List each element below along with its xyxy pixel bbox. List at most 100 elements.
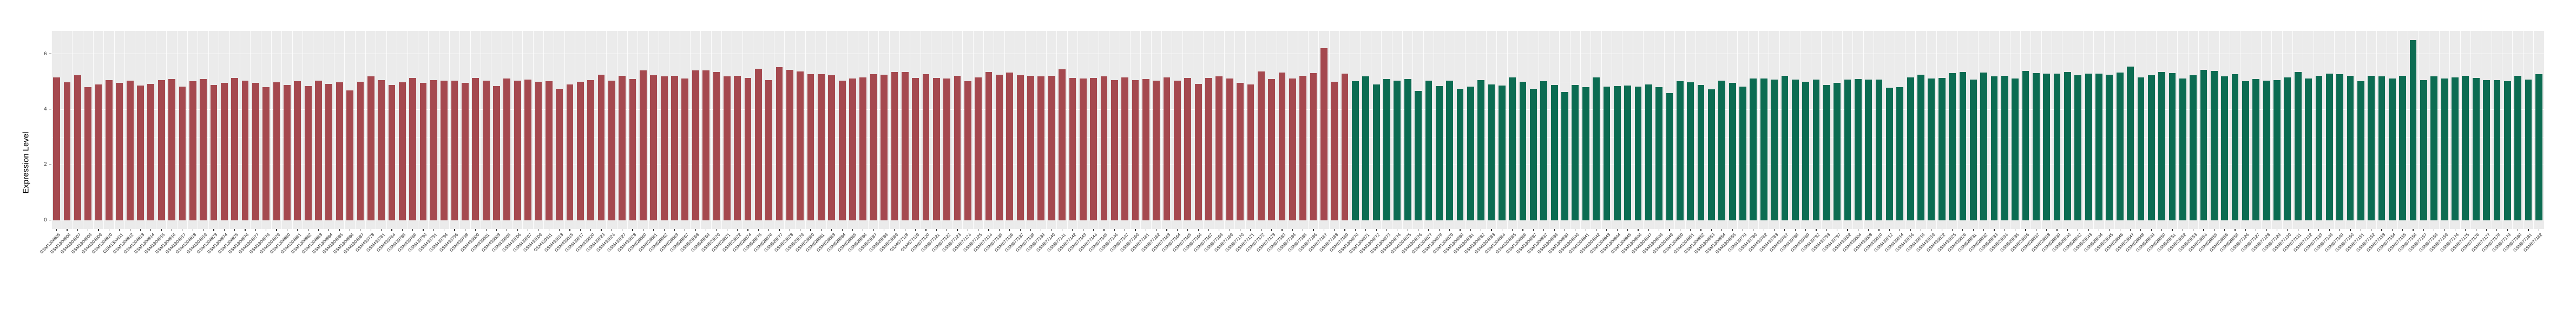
- gridline-vertical: [459, 31, 461, 229]
- x-tick-mark: [2402, 229, 2403, 231]
- bar-GSM439810: [1875, 80, 1883, 220]
- x-tick-mark: [2496, 229, 2498, 231]
- bar-GSM439793: [1823, 84, 1830, 220]
- gridline-vertical: [2365, 31, 2367, 229]
- bar-GSM1304938: [1550, 85, 1558, 220]
- bar-GSM1304909: [95, 84, 102, 220]
- bar-GSM439783: [1771, 79, 1778, 220]
- x-tick-mark: [1093, 229, 1094, 231]
- bar-GSM528863: [671, 75, 678, 220]
- x-tick-mark: [224, 229, 225, 231]
- x-tick-mark: [674, 229, 675, 231]
- x-tick-mark: [318, 229, 319, 231]
- bar-GSM528874: [744, 77, 752, 220]
- bar-GSM528834: [2001, 75, 2008, 220]
- gridline-vertical: [2082, 31, 2084, 229]
- x-tick-mark: [391, 229, 392, 231]
- gridline-vertical: [972, 31, 974, 229]
- x-tick-mark: [1271, 229, 1272, 231]
- bar-GSM1304880: [1456, 89, 1464, 220]
- bar-GSM528839: [2053, 73, 2061, 220]
- gridline-vertical: [1999, 31, 2000, 229]
- x-tick-mark: [569, 229, 570, 231]
- x-tick-mark: [1910, 229, 1911, 231]
- bar-GSM1304940: [1572, 85, 1579, 220]
- x-tick-mark: [2287, 229, 2288, 231]
- bar-GSM439827: [619, 75, 626, 220]
- x-tick-mark: [747, 229, 748, 231]
- gridline-vertical: [2198, 31, 2199, 229]
- x-tick-mark: [1847, 229, 1848, 231]
- x-tick-mark: [1522, 229, 1523, 231]
- gridline-vertical: [1182, 31, 1183, 229]
- bar-GSM1304915: [157, 80, 165, 220]
- bar-GSM439786: [409, 78, 417, 220]
- x-tick-mark: [663, 229, 665, 231]
- x-tick-mark: [2109, 229, 2110, 231]
- gridline-vertical: [1507, 31, 1508, 229]
- bar-GSM1304884: [1498, 86, 1506, 220]
- bar-GSM1304885: [1509, 77, 1516, 220]
- gridline-vertical: [2219, 31, 2220, 229]
- bar-GSM677134: [985, 71, 993, 220]
- x-tick-mark: [485, 229, 487, 231]
- bar-GSM439803: [493, 86, 500, 220]
- x-tick-mark: [1020, 229, 1021, 231]
- gridline-vertical: [2282, 31, 2283, 229]
- x-tick-mark: [1365, 229, 1366, 231]
- bar-GSM1304953: [1708, 89, 1715, 220]
- bar-GSM439778: [367, 76, 374, 220]
- bar-GSM528848: [2137, 77, 2145, 220]
- gridline-vertical: [1245, 31, 1246, 229]
- gridline-vertical: [1025, 31, 1026, 229]
- bar-GSM439825: [1949, 73, 1956, 220]
- gridline-vertical: [51, 31, 52, 229]
- x-tick-mark: [580, 229, 581, 231]
- bar-GSM439796: [451, 80, 458, 220]
- bar-GSM1304907: [74, 75, 81, 220]
- gridline-vertical: [2177, 31, 2178, 229]
- x-tick-mark: [1292, 229, 1293, 231]
- bar-GSM439797: [1834, 82, 1841, 220]
- x-tick-mark: [998, 229, 1000, 231]
- gridline-vertical: [1486, 31, 1487, 229]
- gridline-vertical: [176, 31, 178, 229]
- bar-GSM1304974: [220, 83, 228, 220]
- x-tick-mark: [653, 229, 654, 231]
- x-tick-mark: [2381, 229, 2382, 231]
- gridline-vertical: [2260, 31, 2262, 229]
- gridline-vertical: [2104, 31, 2105, 229]
- x-tick-mark: [1889, 229, 1890, 231]
- bar-GSM677161: [1142, 79, 1149, 220]
- bar-GSM439791: [430, 80, 437, 220]
- gridline-vertical: [1412, 31, 1414, 229]
- gridline-vertical: [711, 31, 712, 229]
- bar-GSM528889: [891, 71, 898, 220]
- x-tick-mark: [2130, 229, 2131, 231]
- bar-GSM528871: [723, 76, 731, 220]
- x-tick-mark: [1773, 229, 1775, 231]
- gridline-vertical: [281, 31, 282, 229]
- gridline-vertical: [1339, 31, 1340, 229]
- gridline-vertical: [826, 31, 827, 229]
- gridline-vertical: [721, 31, 722, 229]
- bar-GSM439814: [1896, 87, 1904, 220]
- bar-GSM439820: [587, 80, 595, 220]
- bar-GSM1304973: [210, 85, 218, 220]
- bar-GSM677174: [2452, 77, 2459, 220]
- x-tick-mark: [1250, 229, 1251, 231]
- x-tick-mark: [1386, 229, 1388, 231]
- gridline-vertical: [2449, 31, 2450, 229]
- bar-GSM677159: [2441, 78, 2448, 220]
- bar-GSM1304979: [273, 82, 280, 220]
- bar-GSM528869: [702, 70, 709, 220]
- x-tick-mark: [1187, 229, 1188, 231]
- bar-GSM677170: [1237, 83, 1244, 220]
- gridline-vertical: [2355, 31, 2356, 229]
- gridline-vertical: [1936, 31, 1937, 229]
- bar-GSM439812: [1886, 88, 1893, 220]
- bar-GSM439805: [503, 78, 511, 220]
- bar-GSM677153: [2378, 76, 2386, 220]
- bar-GSM528861: [650, 75, 658, 220]
- bar-GSM439808: [1865, 79, 1872, 220]
